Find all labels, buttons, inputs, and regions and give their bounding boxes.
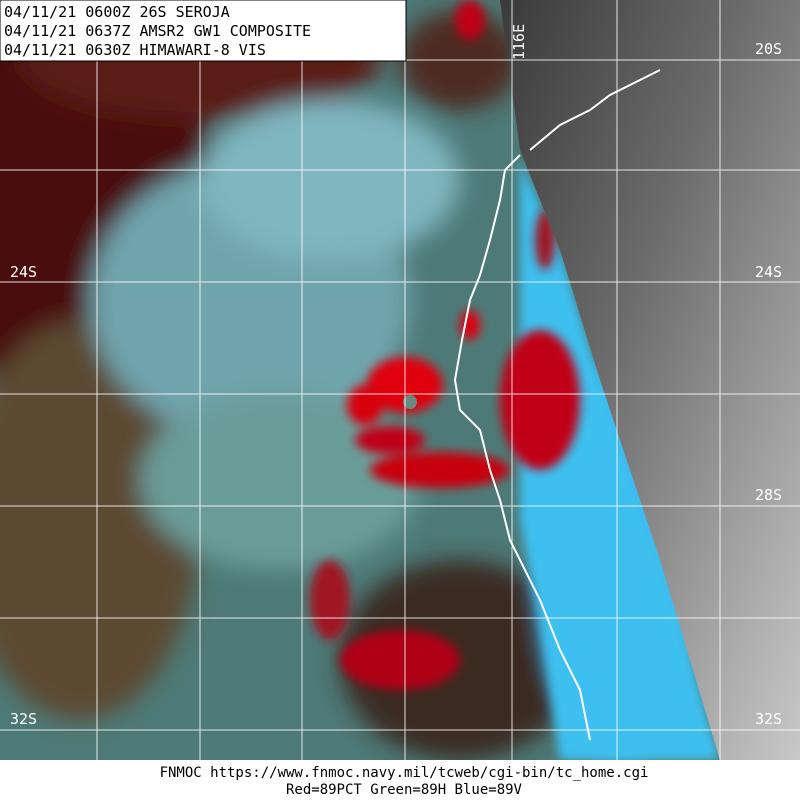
header-line: 04/11/21 0600Z 26S SEROJA xyxy=(4,3,230,21)
visible-imagery xyxy=(500,0,800,760)
lat-label: 24S xyxy=(755,263,782,281)
lat-label: 24S xyxy=(10,263,37,281)
footer-channels: Red=89PCT Green=89H Blue=89V xyxy=(286,782,523,798)
lat-label: 32S xyxy=(755,710,782,728)
lat-label: 32S xyxy=(10,710,37,728)
coastline xyxy=(453,154,591,741)
header-line: 04/11/21 0630Z HIMAWARI-8 VIS xyxy=(4,41,266,59)
coastal-band xyxy=(520,160,720,760)
header-box xyxy=(0,0,407,62)
footer-source: FNMOC https://www.fnmoc.navy.mil/tcweb/c… xyxy=(160,765,649,781)
footer-box xyxy=(0,760,800,800)
coastline-north xyxy=(529,69,661,151)
header-line: 04/11/21 0637Z AMSR2 GW1 COMPOSITE xyxy=(4,22,311,40)
lon-label: 116E xyxy=(510,24,528,60)
lat-label: 28S xyxy=(755,486,782,504)
storm-eye xyxy=(403,395,417,409)
lat-label: 20S xyxy=(755,40,782,58)
